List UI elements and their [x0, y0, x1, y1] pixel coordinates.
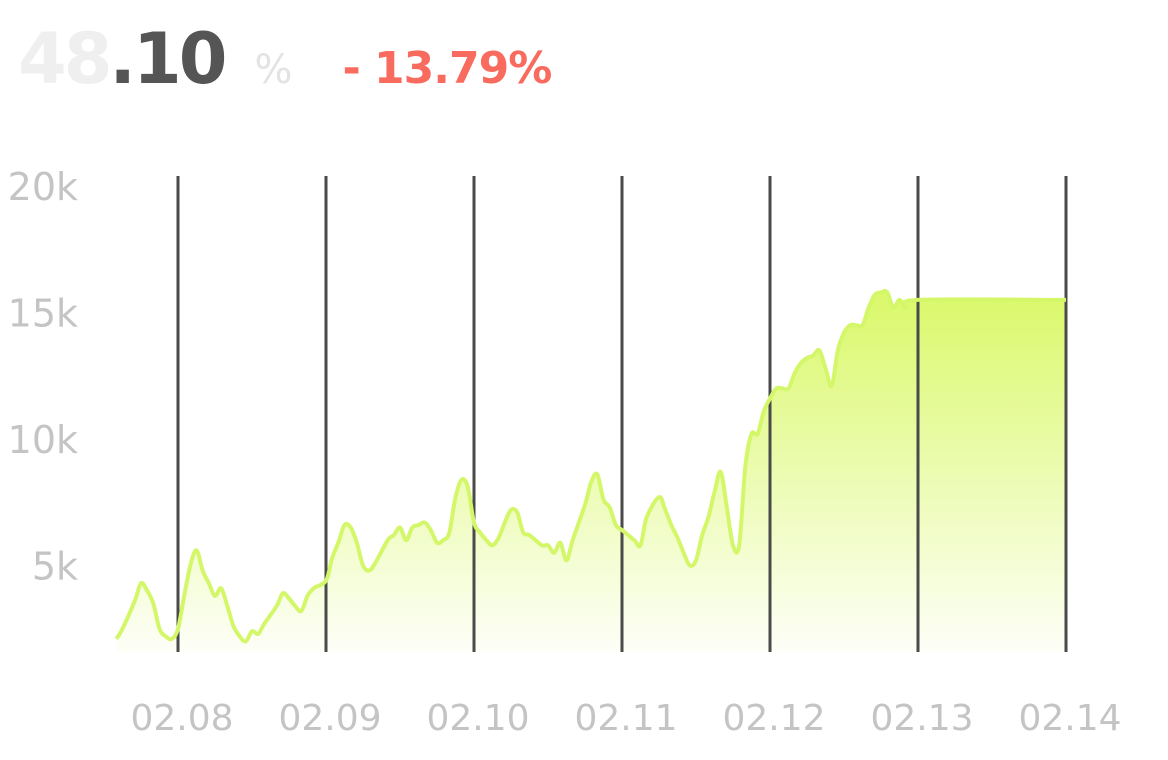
y-tick-label: 5k	[32, 545, 78, 589]
x-tick-label: 02.11	[574, 698, 677, 739]
x-axis-ticks: 02.08 02.09 02.10 02.11 02.12 02.13 02.14	[130, 698, 1121, 739]
x-tick-label: 02.09	[278, 698, 381, 739]
y-tick-label: 10k	[8, 418, 78, 462]
series-line	[114, 289, 1067, 644]
line-layer	[114, 289, 1067, 644]
y-tick-label: 15k	[8, 292, 78, 336]
x-tick-label: 02.12	[722, 698, 825, 739]
y-axis-ticks: 20k 15k 10k 5k	[8, 165, 78, 589]
y-tick-label: 20k	[8, 165, 78, 209]
x-tick-label: 02.13	[870, 698, 973, 739]
area-layer	[116, 291, 1067, 652]
value-decimal-part: .10	[109, 18, 227, 100]
value-unit: %	[254, 47, 293, 93]
x-tick-label: 02.14	[1018, 698, 1121, 739]
x-tick-label: 02.10	[426, 698, 529, 739]
value-integer-part: 48	[18, 18, 112, 100]
gridlines	[176, 176, 1068, 652]
change-percentage: - 13.79%	[342, 43, 552, 94]
series-area-fill	[116, 291, 1067, 652]
x-tick-label: 02.08	[130, 698, 233, 739]
header-stats: 48 .10 % - 13.79%	[18, 18, 552, 100]
